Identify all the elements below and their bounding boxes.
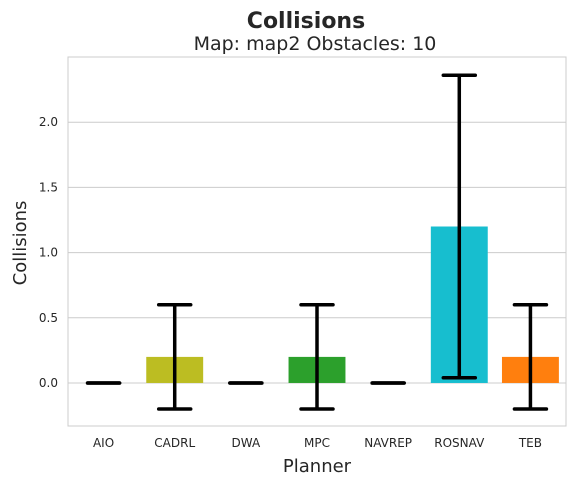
y-tick-labels: 0.0 0.5 1.0 1.5 2.0 — [39, 115, 58, 390]
x-tick-label: AIO — [93, 436, 114, 450]
y-axis-label: Collisions — [10, 201, 31, 286]
y-tick-label: 2.0 — [39, 115, 58, 129]
x-axis-label: Planner — [283, 456, 352, 477]
y-tick-label: 0.5 — [39, 311, 58, 325]
y-tick-label: 0.0 — [39, 376, 58, 390]
x-tick-labels: AIO CADRL DWA MPC NAVREP ROSNAV TEB — [93, 436, 542, 450]
chart-title: Collisions — [247, 9, 365, 34]
error-bars — [85, 73, 549, 411]
chart-subtitle: Map: map2 Obstacles: 10 — [194, 33, 437, 55]
x-tick-label: TEB — [518, 436, 542, 450]
bars — [146, 226, 559, 383]
x-tick-label: NAVREP — [364, 436, 412, 450]
plot-frame — [67, 56, 567, 427]
x-tick-label: ROSNAV — [434, 436, 485, 450]
y-tick-label: 1.0 — [39, 246, 58, 260]
y-tick-label: 1.5 — [39, 180, 58, 194]
x-tick-label: MPC — [304, 436, 330, 450]
x-tick-label: DWA — [232, 436, 261, 450]
x-tick-label: CADRL — [154, 436, 195, 450]
